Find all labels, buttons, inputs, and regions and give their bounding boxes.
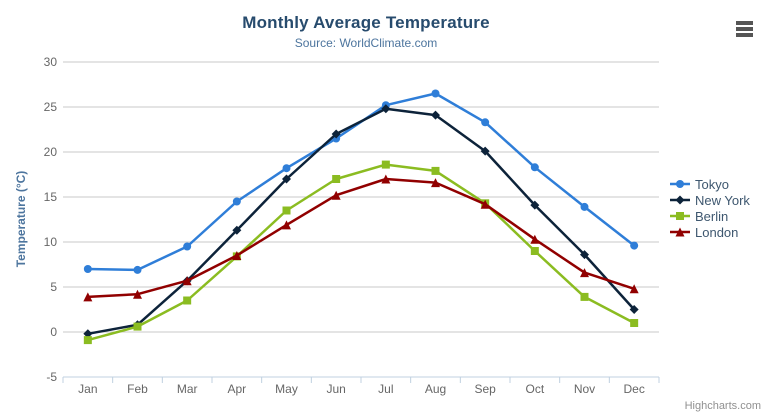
marker-london[interactable] bbox=[530, 234, 540, 244]
y-tick-label: 10 bbox=[44, 235, 58, 249]
legend-marker-triangle-icon bbox=[670, 227, 690, 237]
x-tick-label: Oct bbox=[525, 382, 544, 396]
marker-berlin[interactable] bbox=[530, 247, 539, 255]
series-line-berlin bbox=[86, 163, 636, 342]
series-london bbox=[83, 174, 639, 302]
legend-marker-diamond-icon bbox=[670, 195, 690, 205]
series-line-london bbox=[86, 177, 636, 299]
marker-new-york[interactable] bbox=[381, 104, 391, 114]
x-tick-label: Jan bbox=[78, 382, 97, 396]
legend-label: Tokyo bbox=[695, 176, 729, 192]
marker-berlin[interactable] bbox=[381, 160, 390, 169]
marker-new-york[interactable] bbox=[480, 146, 490, 156]
export-menu-button[interactable] bbox=[732, 19, 756, 39]
marker-new-york[interactable] bbox=[83, 329, 93, 339]
legend-marker-circle-icon bbox=[670, 180, 690, 188]
marker-london[interactable] bbox=[629, 284, 639, 294]
legend-symbol-tokyo bbox=[676, 180, 684, 188]
x-tick-label: Sep bbox=[474, 382, 496, 396]
marker-tokyo[interactable] bbox=[83, 265, 92, 273]
marker-london[interactable] bbox=[232, 251, 242, 260]
legend-label: London bbox=[695, 224, 739, 240]
x-tick-label: Nov bbox=[574, 382, 595, 396]
x-tick-label: Jun bbox=[326, 382, 345, 396]
legend-symbol-new-york bbox=[675, 195, 685, 205]
marker-london[interactable] bbox=[83, 292, 93, 302]
marker-berlin[interactable] bbox=[630, 319, 639, 327]
x-tick-label: Feb bbox=[127, 382, 148, 396]
marker-new-york[interactable] bbox=[431, 110, 440, 120]
y-tick-label: 15 bbox=[44, 190, 58, 204]
marker-tokyo[interactable] bbox=[481, 118, 490, 127]
hamburger-icon bbox=[735, 33, 753, 37]
y-tick-label: 25 bbox=[44, 100, 58, 114]
marker-new-york[interactable] bbox=[232, 225, 242, 235]
highcharts-credit[interactable]: Highcharts.com bbox=[684, 400, 761, 412]
marker-berlin[interactable] bbox=[431, 166, 440, 175]
y-tick-label: 5 bbox=[50, 280, 57, 294]
marker-tokyo[interactable] bbox=[530, 163, 539, 172]
marker-new-york[interactable] bbox=[530, 200, 540, 210]
hamburger-icon bbox=[735, 27, 753, 31]
marker-tokyo[interactable] bbox=[580, 202, 589, 211]
legend-label: New York bbox=[695, 192, 750, 208]
series-new-york bbox=[83, 104, 639, 339]
hamburger-icon bbox=[735, 21, 753, 25]
marker-tokyo[interactable] bbox=[183, 242, 192, 251]
marker-tokyo[interactable] bbox=[282, 164, 291, 173]
marker-new-york[interactable] bbox=[331, 129, 341, 139]
marker-london[interactable] bbox=[282, 220, 291, 230]
marker-london[interactable] bbox=[431, 178, 440, 188]
y-axis-title: Temperature (°C) bbox=[14, 170, 28, 268]
y-tick-label: 20 bbox=[44, 145, 58, 159]
marker-london[interactable] bbox=[480, 199, 490, 209]
x-tick-label: Mar bbox=[177, 382, 198, 396]
marker-new-york[interactable] bbox=[580, 250, 589, 260]
x-tick-label: Jul bbox=[378, 382, 393, 396]
y-tick-label: 30 bbox=[44, 55, 58, 69]
y-tick-label: -5 bbox=[46, 370, 57, 384]
chart-subtitle: Source: WorldClimate.com bbox=[294, 36, 438, 50]
x-tick-label: May bbox=[275, 382, 298, 396]
series-tokyo bbox=[83, 89, 639, 274]
marker-berlin[interactable] bbox=[183, 296, 192, 305]
legend-label: Berlin bbox=[695, 208, 729, 224]
marker-berlin[interactable] bbox=[580, 292, 589, 301]
marker-tokyo[interactable] bbox=[431, 89, 440, 98]
marker-berlin[interactable] bbox=[332, 175, 341, 183]
marker-tokyo[interactable] bbox=[630, 241, 639, 250]
x-tick-label: Aug bbox=[425, 382, 446, 396]
marker-new-york[interactable] bbox=[282, 174, 291, 184]
legend: Tokyo New York Berlin London bbox=[670, 176, 750, 240]
marker-new-york[interactable] bbox=[629, 305, 639, 314]
legend-item-berlin[interactable]: Berlin bbox=[670, 208, 750, 224]
x-tick-label: Dec bbox=[623, 382, 644, 396]
x-tick-label: Apr bbox=[227, 382, 246, 396]
y-tick-label: 0 bbox=[50, 325, 57, 339]
marker-london[interactable] bbox=[331, 190, 341, 200]
marker-london[interactable] bbox=[580, 268, 589, 278]
legend-symbol-london bbox=[675, 227, 685, 237]
legend-item-new-york[interactable]: New York bbox=[670, 192, 750, 208]
marker-london[interactable] bbox=[133, 289, 142, 299]
marker-berlin[interactable] bbox=[282, 206, 291, 215]
marker-berlin[interactable] bbox=[83, 336, 92, 345]
marker-london[interactable] bbox=[182, 276, 192, 286]
series-line-new-york bbox=[86, 107, 636, 336]
marker-tokyo[interactable] bbox=[232, 197, 241, 206]
marker-berlin[interactable] bbox=[133, 322, 142, 331]
legend-item-london[interactable]: London bbox=[670, 224, 750, 240]
marker-tokyo[interactable] bbox=[133, 265, 142, 274]
legend-marker-square-icon bbox=[670, 212, 690, 220]
series-line-tokyo bbox=[86, 92, 636, 272]
chart-title: Monthly Average Temperature bbox=[242, 13, 490, 32]
legend-symbol-berlin bbox=[676, 212, 684, 220]
marker-london[interactable] bbox=[381, 174, 391, 184]
legend-item-tokyo[interactable]: Tokyo bbox=[670, 176, 750, 192]
